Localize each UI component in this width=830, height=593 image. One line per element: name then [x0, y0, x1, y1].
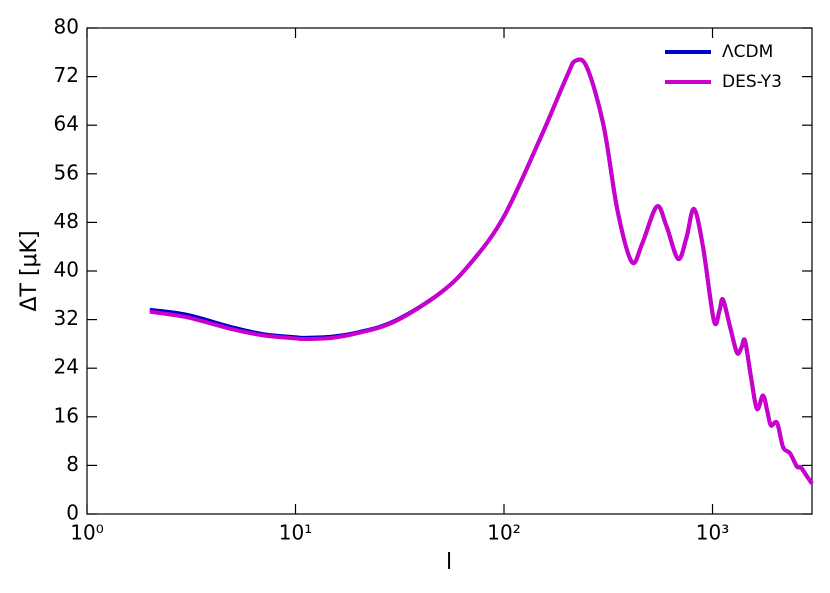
- x-tick-label: 10¹: [279, 521, 312, 545]
- plot-frame: [86, 27, 813, 515]
- y-tick-label: 40: [54, 258, 79, 282]
- x-tick-label: 10⁰: [70, 521, 103, 545]
- y-tick-label: 64: [54, 112, 79, 136]
- x-tick-label: 10²: [487, 521, 520, 545]
- x-axis-label: l: [446, 550, 452, 575]
- legend-label: ΛCDM: [722, 42, 773, 62]
- x-tick-label: 10³: [696, 521, 729, 545]
- y-tick-label: 80: [54, 15, 79, 39]
- y-tick-label: 0: [66, 501, 79, 525]
- y-tick-label: 16: [54, 403, 79, 427]
- data-line: [149, 57, 814, 485]
- y-tick-label: 32: [54, 306, 79, 330]
- y-tick-label: 56: [54, 160, 79, 184]
- legend-label: DES-Y3: [722, 72, 782, 92]
- y-tick-label: 8: [66, 452, 79, 476]
- y-tick-label: 48: [54, 209, 79, 233]
- y-tick-label: 24: [54, 355, 79, 379]
- y-tick-label: 72: [54, 63, 79, 87]
- y-axis-label: ΔT [μK]: [17, 230, 42, 311]
- data-line: [149, 57, 814, 485]
